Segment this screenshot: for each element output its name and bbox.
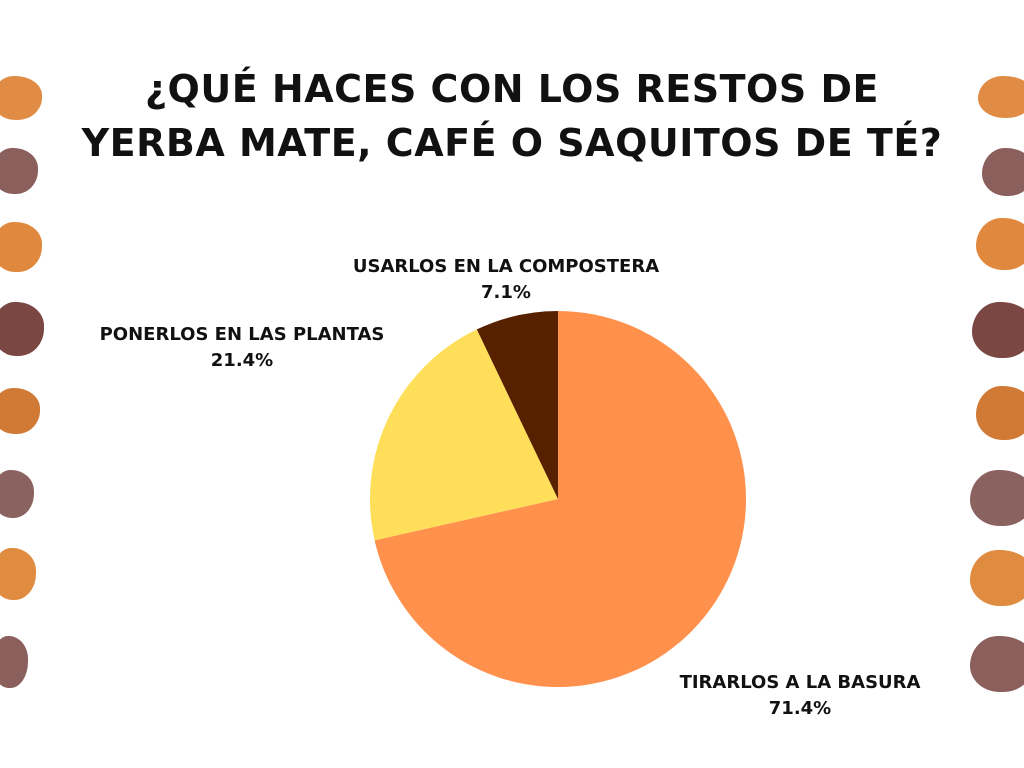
slice-label-2: PONERLOS EN LAS PLANTAS [100, 324, 385, 345]
chart-title-line-2: YERBA MATE, CAFÉ O SAQUITOS DE TÉ? [81, 121, 943, 165]
pie-slice-3 [476, 311, 558, 499]
pie-slice-2 [370, 329, 558, 541]
pie-slices [370, 311, 746, 687]
paint-stroke-right-3 [976, 218, 1024, 270]
paint-stroke-left-7 [0, 548, 36, 600]
paint-stroke-right-8 [970, 636, 1024, 692]
chart-title-line-1: ¿QUÉ HACES CON LOS RESTOS DE [145, 67, 879, 111]
paint-stroke-left-4 [0, 302, 44, 356]
paint-stroke-left-2 [0, 148, 38, 194]
slice-label-3: USARLOS EN LA COMPOSTERA [353, 256, 659, 277]
paint-stroke-right-4 [972, 302, 1024, 358]
slice-value-label-1: 71.4% [769, 698, 831, 719]
paint-stroke-left-1 [0, 76, 42, 120]
slice-label-1: TIRARLOS A LA BASURA [680, 672, 921, 693]
paint-stroke-right-2 [982, 148, 1024, 196]
paint-stroke-left-5 [0, 388, 40, 434]
paint-stroke-left-6 [0, 470, 34, 518]
paint-stroke-right-1 [978, 76, 1024, 118]
pie-slice-1 [374, 311, 746, 687]
paint-stroke-right-5 [976, 386, 1024, 440]
paint-stroke-left-3 [0, 222, 42, 272]
pie-labels: TIRARLOS A LA BASURA 71.4% PONERLOS EN LAS… [100, 256, 921, 719]
paint-stroke-right-6 [970, 470, 1024, 526]
paint-stroke-right-7 [970, 550, 1024, 606]
slice-value-label-2: 21.4% [211, 350, 273, 371]
chart-title: ¿QUÉ HACES CON LOS RESTOS DE YERBA MATE,… [60, 62, 964, 170]
paint-stroke-left-8 [0, 636, 28, 688]
slice-value-label-3: 7.1% [481, 282, 531, 303]
